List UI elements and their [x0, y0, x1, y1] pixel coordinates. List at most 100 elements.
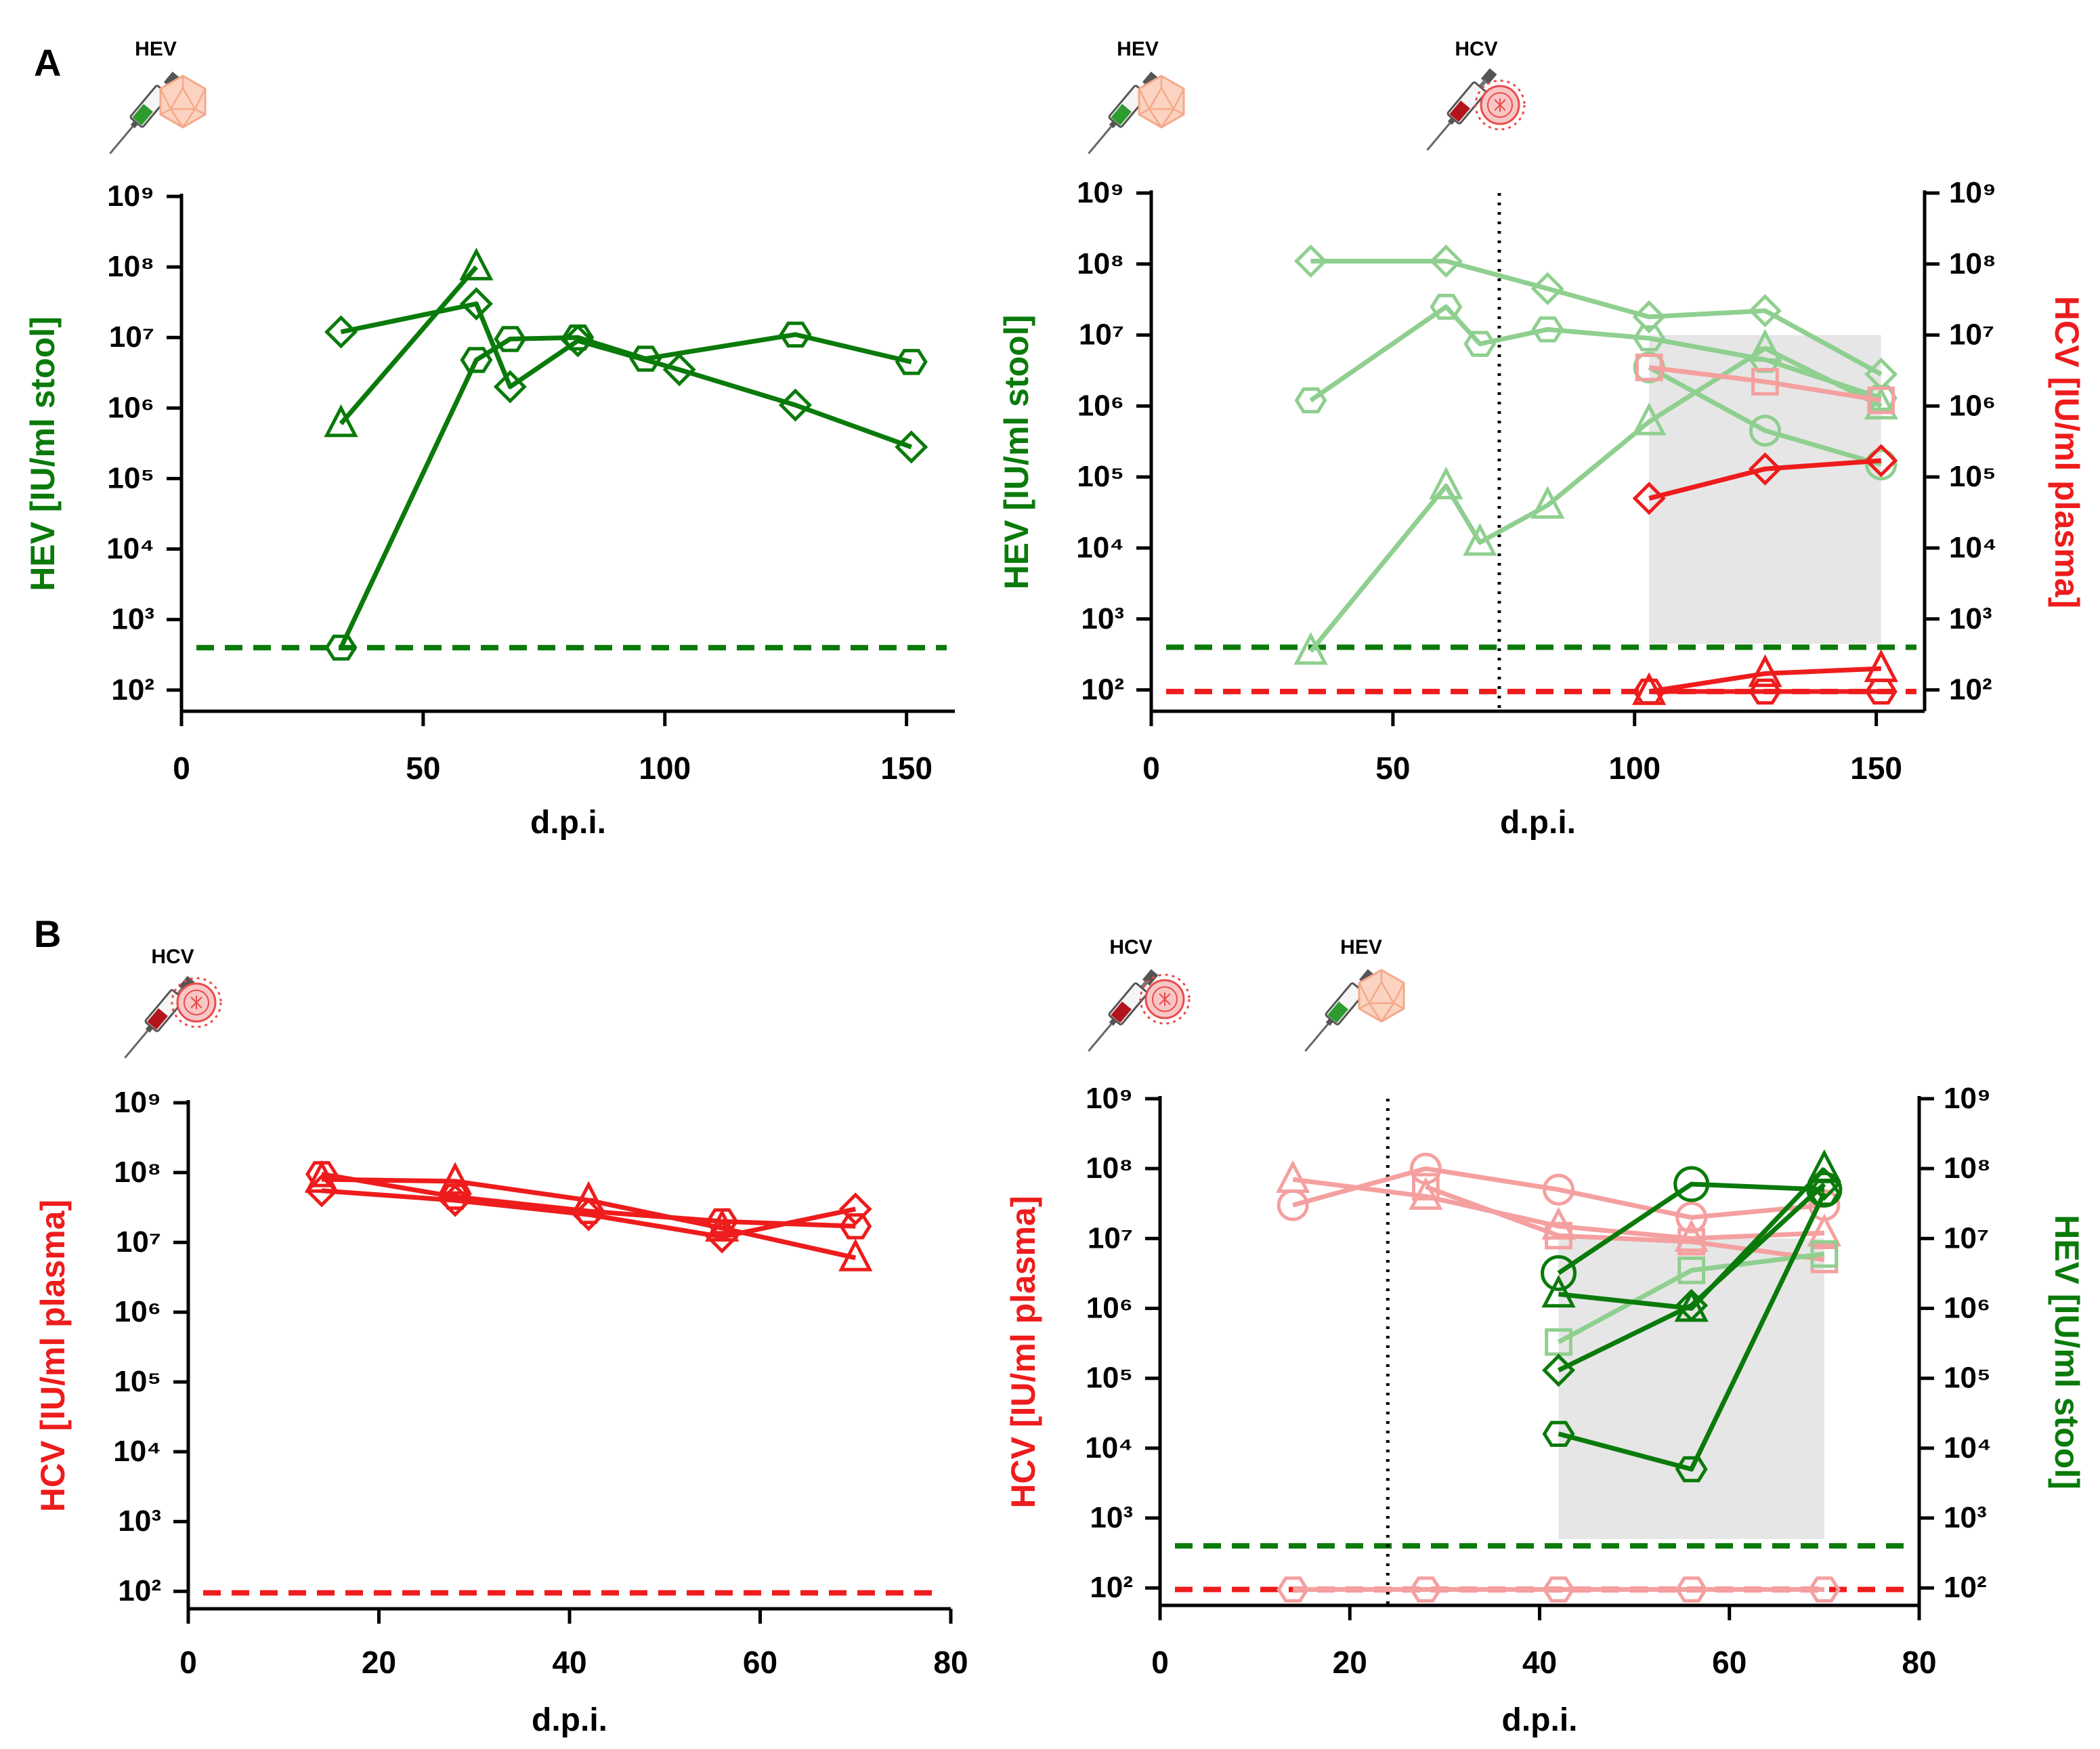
data-point-diamond [459, 287, 493, 321]
data-point-hexagon [1430, 293, 1463, 320]
y-tick-label-right: 10² [1949, 673, 1992, 707]
y-tick-label-right: 10⁶ [1949, 389, 1996, 422]
data-point-hexagon [1633, 325, 1666, 352]
data-point-triangle [1429, 466, 1463, 500]
data-point-square [1635, 354, 1663, 381]
series-line [1648, 666, 1881, 694]
y-tick-label-right: 10⁷ [1949, 318, 1994, 352]
data-point-diamond [493, 370, 527, 404]
series-line [1648, 365, 1882, 467]
x-tick-label: 40 [552, 1645, 586, 1680]
y-tick-label-right: 10³ [1944, 1501, 1987, 1534]
data-point-square [1412, 1173, 1440, 1201]
y-tick-label-right: 10⁹ [1949, 176, 1996, 209]
data-point-hexagon [1409, 1576, 1442, 1603]
series-diamond-hev [324, 287, 928, 464]
data-point-triangle [1674, 1219, 1709, 1252]
series-hexagon-hcv_light [1277, 1576, 1841, 1603]
y-axis-label: HCV [IU/ml plasma] [34, 1200, 72, 1512]
data-point-diamond [1632, 300, 1666, 334]
series-triangle-hev_light [1293, 329, 1898, 665]
data-point-hexagon [1633, 678, 1666, 705]
y-axis-label-right: HCV [IU/ml plasma] [2048, 296, 2086, 608]
y-tick-label: 10³ [111, 603, 154, 636]
data-point-hexagon [1294, 387, 1327, 414]
data-point-triangle [1632, 402, 1667, 436]
data-point-hexagon [1277, 1576, 1310, 1603]
data-point-square [1545, 1328, 1572, 1356]
data-point-hexagon [1807, 1179, 1841, 1206]
icon-label-hcv: HCV [1455, 38, 1497, 60]
data-point-triangle [1807, 1213, 1841, 1246]
x-axis-label: d.p.i. [530, 805, 606, 841]
data-point-triangle [1864, 386, 1898, 420]
series-line [1308, 345, 1883, 653]
data-point-triangle [1530, 486, 1565, 519]
data-point-triangle [324, 404, 358, 438]
data-point-hexagon [706, 1208, 739, 1235]
data-point-square [1867, 386, 1895, 415]
series-line [1557, 1181, 1825, 1276]
series-line [340, 301, 912, 450]
data-point-hexagon [1807, 1576, 1841, 1603]
data-point-hexagon [324, 634, 358, 661]
data-point-diamond [1294, 244, 1328, 278]
data-point-triangle [1748, 329, 1782, 362]
icon-label-hcv: HCV [1109, 936, 1152, 958]
x-tick-label: 0 [179, 1645, 197, 1680]
x-tick-label: 80 [933, 1645, 968, 1680]
y-tick-label: 10⁶ [1077, 389, 1124, 422]
y-tick-label: 10² [1090, 1571, 1133, 1604]
data-point-diamond [1429, 244, 1463, 278]
y-tick-label: 10³ [1081, 602, 1124, 635]
y-tick-label: 10⁹ [114, 1086, 161, 1119]
data-point-hexagon [1864, 678, 1898, 705]
icon-hev-injection-b-right: HEV [1298, 936, 1405, 1057]
y-tick-label-right: 10⁸ [1949, 247, 1996, 280]
series-line [1292, 1177, 1825, 1241]
panel-label-b: B [34, 912, 61, 955]
data-point-diamond [895, 430, 928, 464]
data-point-circle [1277, 1189, 1309, 1221]
icon-hev-injection-a-left: HEV [102, 38, 207, 160]
series-square-hcv_light [1412, 1173, 1839, 1273]
series-line [321, 1177, 857, 1261]
y-tick-label: 10⁵ [1077, 460, 1124, 493]
y-tick-label: 10⁹ [107, 180, 154, 213]
icon-label-hev: HEV [1340, 936, 1382, 958]
chart-a-left: 10² 10³ 10⁴ 10⁵ 10⁶ 10⁷ 10⁸ 10⁹ 0 50 100 150 d.p.i. H… [24, 180, 955, 841]
data-point-triangle [459, 247, 494, 280]
data-point-triangle [705, 1208, 740, 1242]
data-point-hexagon [1675, 1576, 1708, 1603]
chart-a-right: 10² 10² 10³ 10³ 10⁴ 10⁴ 10⁵ 10⁵ 10⁶ 10⁶ 10⁷ 10⁷ 10⁸ 1… [998, 176, 2086, 841]
y-tick-label-right: 10² [1944, 1571, 1987, 1604]
data-point-diamond [778, 388, 812, 422]
data-point-diamond [572, 1198, 605, 1231]
data-point-square [1677, 1227, 1706, 1256]
y-tick-label: 10² [118, 1574, 161, 1607]
data-point-circle [1409, 1152, 1442, 1185]
y-tick-label-right: 10⁸ [1944, 1152, 1991, 1185]
y-tick-label-right: 10⁵ [1949, 460, 1996, 493]
series-line [321, 1188, 857, 1240]
data-point-diamond [1675, 1288, 1709, 1322]
icon-label-hev: HEV [1117, 38, 1159, 60]
data-point-circle [1673, 1166, 1710, 1202]
data-point-triangle [838, 1238, 873, 1271]
data-point-diamond [438, 1183, 472, 1217]
data-point-triangle [1541, 1274, 1576, 1308]
series-triangle-hcv [1632, 649, 1898, 705]
data-point-diamond [1632, 482, 1666, 515]
y-tick-label: 10⁶ [108, 391, 154, 424]
y-tick-label: 10⁴ [1076, 531, 1124, 564]
data-point-diamond [324, 315, 358, 349]
y-tick-label: 10⁸ [1077, 247, 1124, 280]
y-tick-label: 10⁵ [1086, 1362, 1133, 1395]
series-line [1558, 1166, 1826, 1311]
series-diamond-hcv [1632, 444, 1898, 515]
y-axis-label: HEV [IU/ml stool] [998, 315, 1035, 590]
series-square-hev_light [1545, 1240, 1839, 1356]
y-tick-label-right: 10⁹ [1944, 1082, 1991, 1115]
y-tick-label-right: 10⁴ [1949, 531, 1997, 564]
